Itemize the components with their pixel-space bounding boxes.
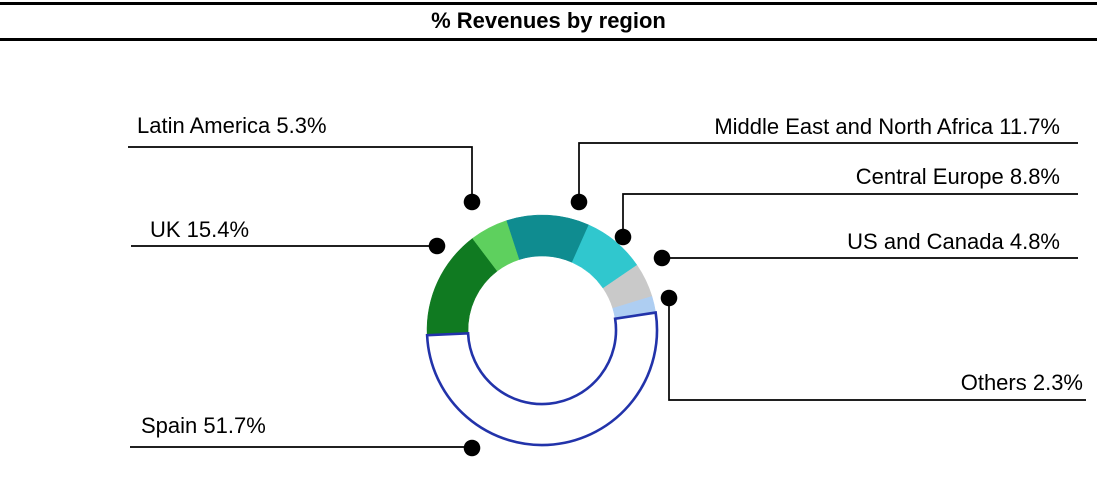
leader-line-others [668, 298, 1086, 401]
slice-spain[interactable] [425, 311, 659, 447]
slice-latin-america[interactable] [472, 220, 520, 272]
chart-title: % Revenues by region [431, 8, 666, 33]
title-bottom-rule [0, 38, 1097, 41]
label-others: Others 2.3% [960, 370, 1083, 395]
label-us-and-canada: US and Canada 4.8% [847, 229, 1060, 254]
leader-dot-middle-east-and-north-africa [570, 193, 588, 211]
leader-dot-others [660, 289, 678, 307]
label-uk: UK 15.4% [150, 217, 250, 242]
leader-dot-us-and-canada [653, 249, 671, 267]
leader-line-central-europe [622, 193, 1078, 237]
label-middle-east-and-north-africa: Middle East and North Africa 11.7% [714, 114, 1060, 139]
leader-dot-uk [428, 237, 446, 255]
label-latin-america: Latin America 5.3% [137, 113, 327, 138]
label-central-europe: Central Europe 8.8% [855, 164, 1060, 189]
leader-line-middle-east-and-north-africa [578, 142, 1078, 202]
label-spain: Spain 51.7% [141, 413, 266, 438]
leader-line-latin-america [128, 146, 473, 202]
leader-dot-spain [463, 439, 481, 457]
title-top-rule [0, 2, 1097, 5]
leader-dot-latin-america [463, 193, 481, 211]
leader-dot-central-europe [614, 228, 632, 246]
